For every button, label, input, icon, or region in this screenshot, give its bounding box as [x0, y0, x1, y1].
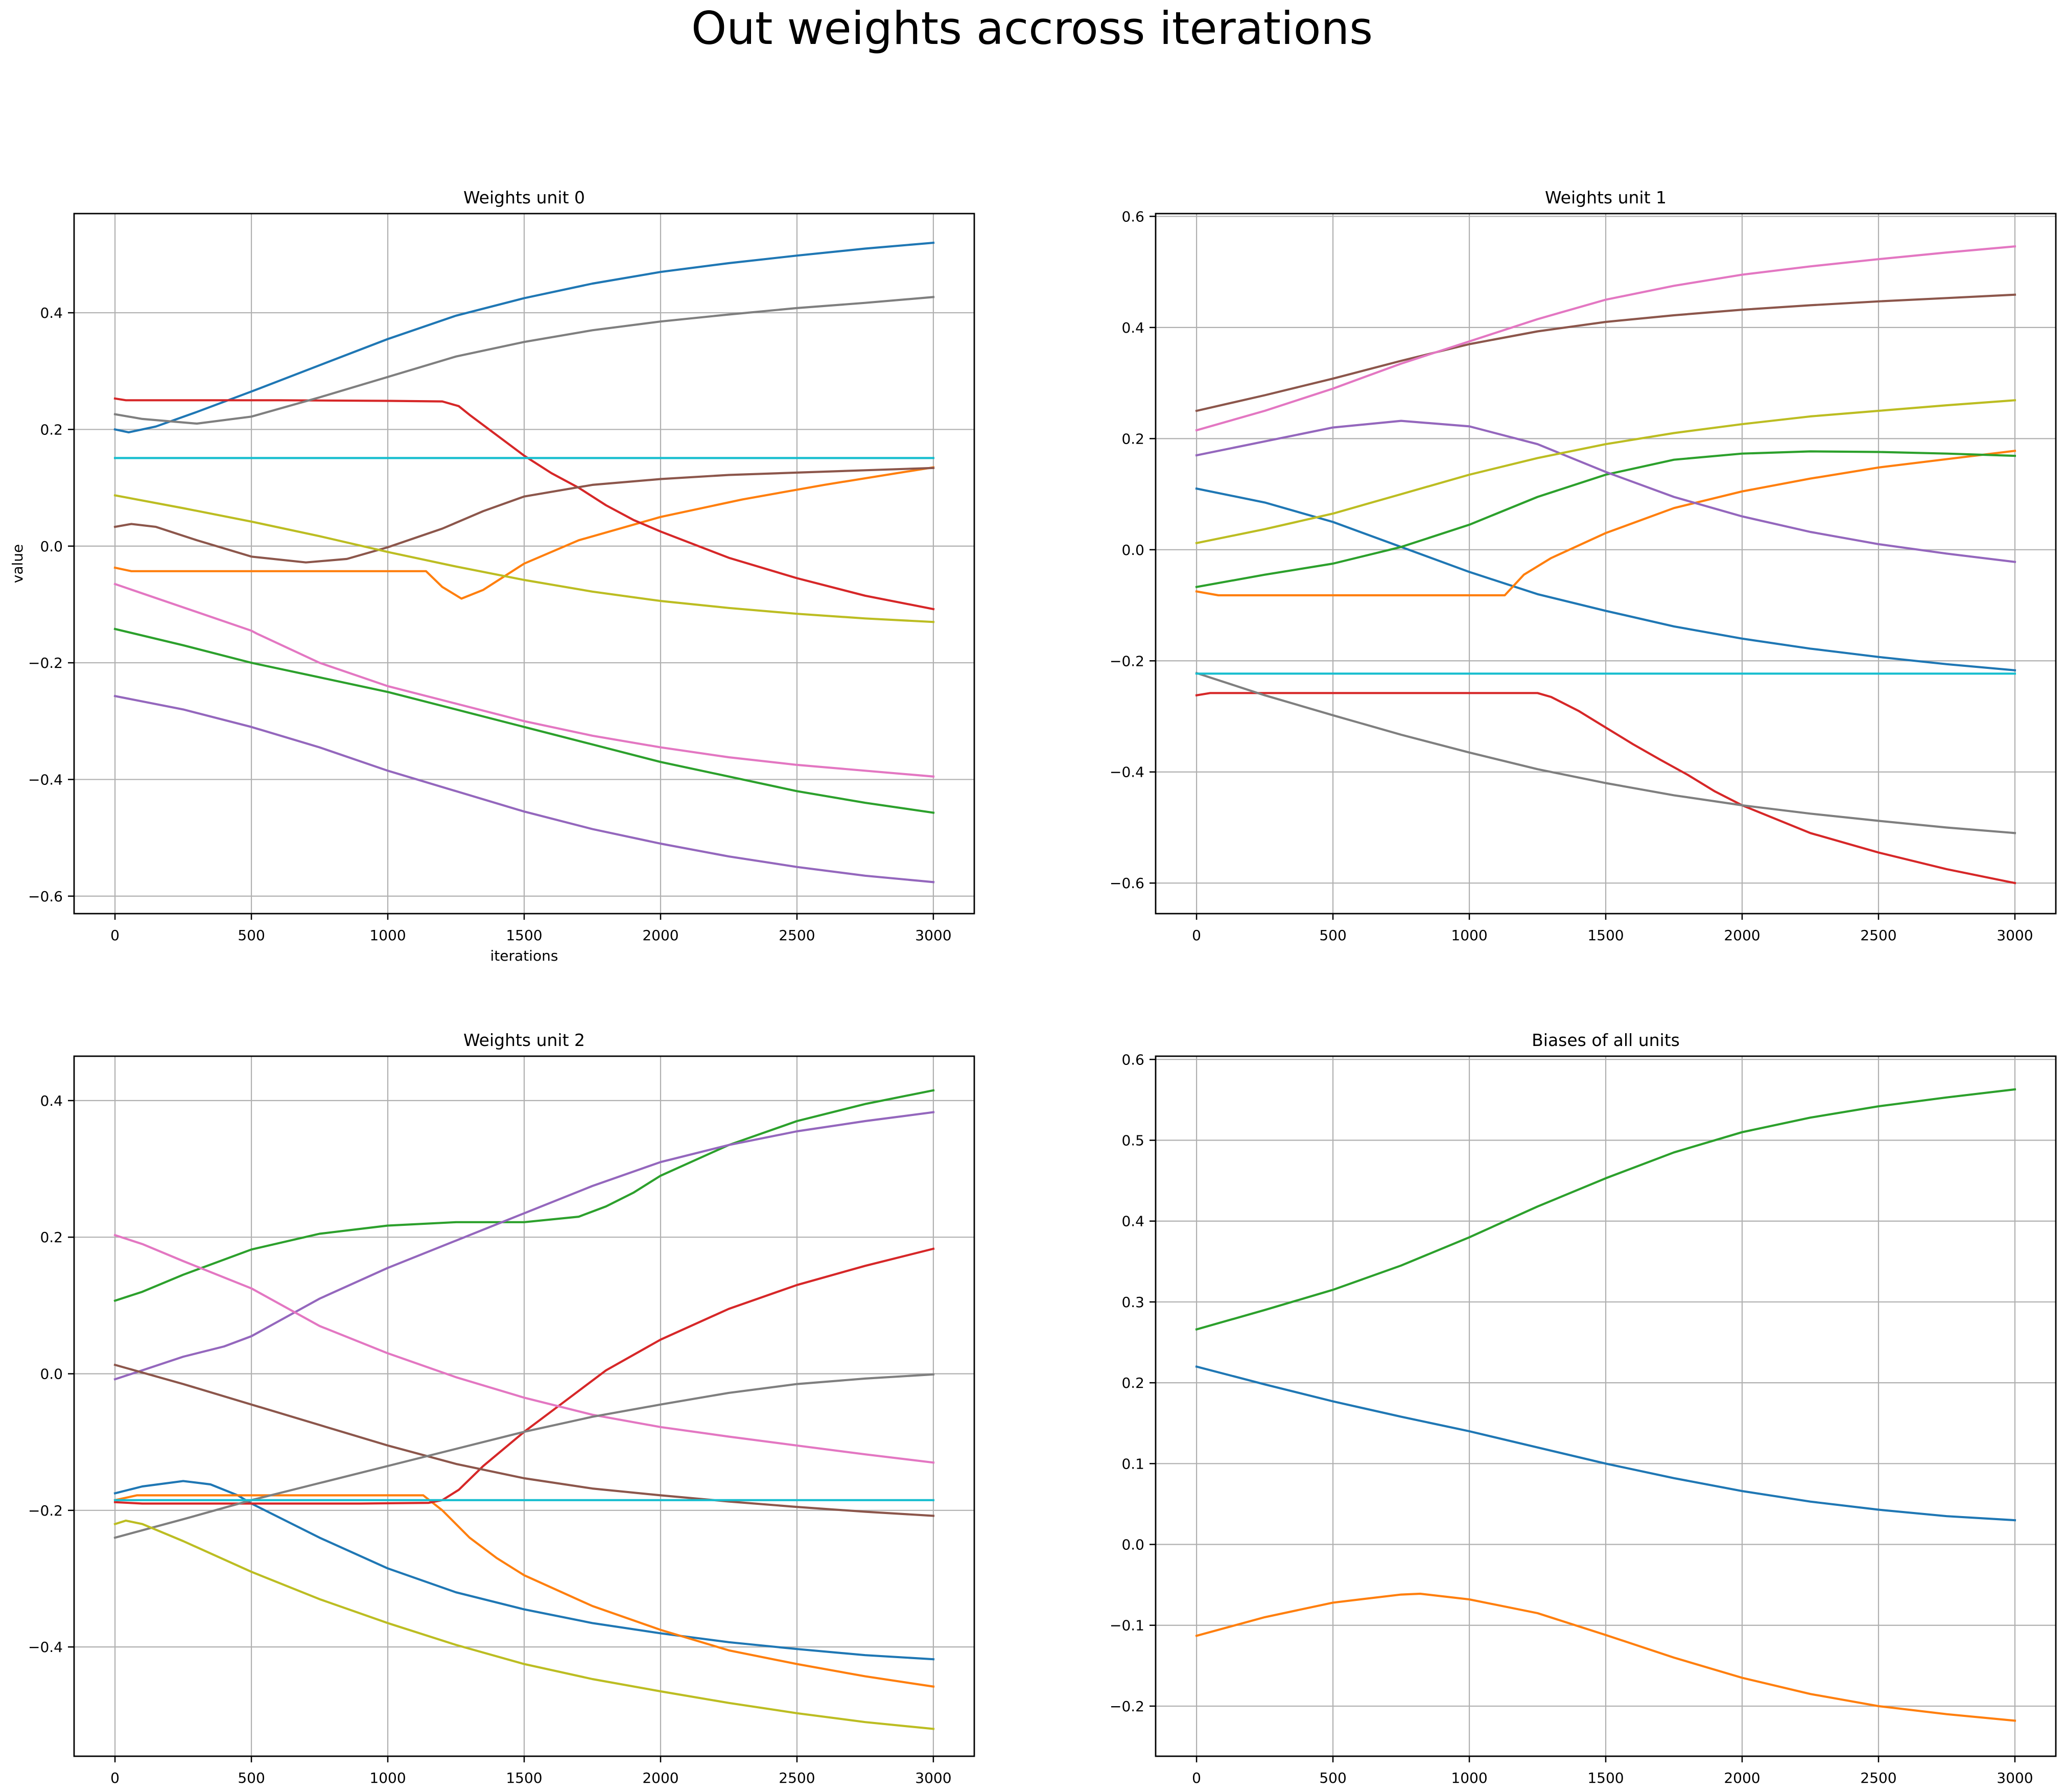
y-tick-label: 0.3: [1121, 1294, 1144, 1311]
x-tick-label: 500: [1319, 927, 1346, 944]
y-tick-label: 0.2: [1121, 1375, 1144, 1391]
x-tick-label: 3000: [915, 927, 951, 944]
x-tick-label: 500: [238, 927, 265, 944]
y-tick-label: −0.1: [1110, 1617, 1144, 1634]
series-line-5: [113, 467, 935, 564]
chart-panel-1: 0 500 1000 1500 2000 2500 3000 −0.6 −0.4 −0.2 0.0 0…: [1110, 188, 2057, 944]
x-tick-label: 2000: [642, 927, 678, 944]
y-tick-label: −0.6: [28, 888, 63, 905]
x-tick-label: 1500: [1587, 1770, 1624, 1786]
x-tick-label: 3000: [1997, 927, 2033, 944]
series-line-8: [113, 1519, 935, 1730]
chart-panel-3: 0 500 1000 1500 2000 2500 3000 −0.2 −0.1 0.0 0.1 0.…: [1110, 1030, 2057, 1786]
series-line-3: [113, 1247, 935, 1505]
y-tick-label: 0.4: [1121, 319, 1144, 336]
chart-title: Biases of all units: [1532, 1030, 1680, 1050]
x-tick-label: 1000: [1451, 927, 1487, 944]
y-tick-label: 0.0: [40, 538, 63, 555]
series-line-4: [113, 1111, 935, 1381]
series-line-2: [113, 627, 935, 814]
series-line-5: [113, 1363, 935, 1517]
series-line-4: [113, 694, 935, 883]
chart-panel-2: 0 500 1000 1500 2000 2500 3000 −0.4 −0.2 0.0 0.2 0.…: [28, 1030, 975, 1786]
x-tick-label: 2500: [1860, 1770, 1896, 1786]
series-line-6: [1195, 245, 2016, 432]
chart-title: Weights unit 0: [463, 188, 585, 207]
y-tick-label: −0.2: [28, 655, 63, 671]
y-tick-label: −0.4: [28, 771, 63, 788]
series-line-1: [1195, 1592, 2016, 1722]
y-tick-label: 0.4: [40, 305, 63, 321]
y-tick-label: 0.1: [1121, 1455, 1144, 1472]
series-line-2: [113, 1089, 935, 1302]
y-tick-label: −0.4: [28, 1639, 63, 1656]
y-tick-label: 0.0: [40, 1366, 63, 1383]
chart-panel-0: 0 500 1000 1500 2000 2500 3000 −0.6 −0.4 −0.2 0.0 0…: [9, 188, 975, 964]
y-tick-label: 0.2: [1121, 430, 1144, 447]
y-tick-label: 0.2: [40, 1229, 63, 1246]
y-tick-label: 0.4: [40, 1092, 63, 1109]
x-tick-label: 1500: [506, 927, 542, 944]
series-line-6: [113, 1234, 935, 1464]
y-axis-label: value: [9, 544, 26, 583]
y-tick-label: 0.0: [1121, 542, 1144, 558]
series-line-2: [1195, 1088, 2016, 1331]
x-tick-label: 2500: [1860, 927, 1896, 944]
series-line-0: [1195, 487, 2016, 672]
series-line-6: [113, 583, 935, 778]
series-line-1: [113, 466, 935, 600]
y-tick-label: 0.6: [1121, 1051, 1144, 1068]
x-tick-label: 2500: [779, 1770, 815, 1786]
chart-title: Weights unit 2: [463, 1030, 585, 1050]
x-tick-label: 500: [1319, 1770, 1346, 1786]
series-line-1: [1195, 449, 2016, 597]
y-tick-label: −0.2: [28, 1502, 63, 1519]
x-tick-label: 2000: [1724, 927, 1760, 944]
series-line-7: [1195, 671, 2016, 834]
x-tick-label: 1500: [506, 1770, 542, 1786]
series-line-3: [113, 397, 935, 611]
x-tick-label: 3000: [915, 1770, 951, 1786]
x-axis-label: iterations: [490, 947, 558, 964]
x-tick-label: 500: [238, 1770, 265, 1786]
x-tick-label: 3000: [1997, 1770, 2033, 1786]
series-line-8: [113, 494, 935, 623]
series-line-0: [113, 1480, 935, 1661]
x-tick-label: 2500: [779, 927, 815, 944]
y-tick-label: −0.2: [1110, 653, 1144, 669]
series-line-5: [1195, 293, 2016, 412]
y-tick-label: −0.2: [1110, 1698, 1144, 1715]
figure-title: Out weights accross iterations: [691, 2, 1373, 55]
x-tick-label: 0: [110, 927, 120, 944]
y-tick-label: −0.6: [1110, 875, 1144, 892]
y-tick-label: 0.5: [1121, 1132, 1144, 1149]
x-tick-label: 0: [1192, 1770, 1201, 1786]
series-line-4: [1195, 420, 2016, 564]
y-tick-label: 0.6: [1121, 208, 1144, 225]
chart-title: Weights unit 1: [1545, 188, 1667, 207]
x-tick-label: 1000: [369, 927, 406, 944]
series-line-1: [113, 1494, 935, 1688]
series-line-7: [113, 296, 935, 425]
x-tick-label: 1000: [369, 1770, 406, 1786]
y-tick-label: 0.4: [1121, 1213, 1144, 1230]
series-line-3: [1195, 692, 2016, 885]
x-tick-label: 0: [110, 1770, 120, 1786]
y-tick-label: −0.4: [1110, 764, 1144, 781]
y-tick-label: 0.0: [1121, 1537, 1144, 1553]
series-line-8: [1195, 399, 2016, 545]
y-tick-label: 0.2: [40, 421, 63, 438]
x-tick-label: 2000: [642, 1770, 678, 1786]
x-tick-label: 0: [1192, 927, 1201, 944]
series-line-2: [1195, 450, 2016, 589]
series-line-0: [1195, 1365, 2016, 1522]
x-tick-label: 1500: [1587, 927, 1624, 944]
x-tick-label: 2000: [1724, 1770, 1760, 1786]
x-tick-label: 1000: [1451, 1770, 1487, 1786]
